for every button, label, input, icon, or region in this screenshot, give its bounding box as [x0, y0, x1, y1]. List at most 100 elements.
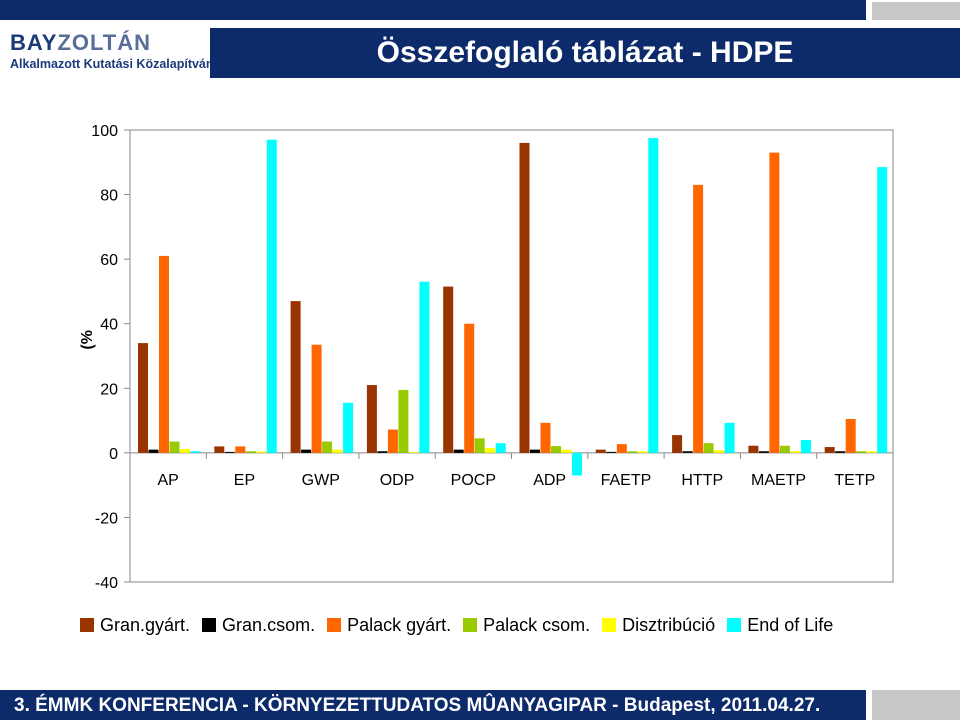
- bar-tetp-2: [835, 451, 846, 453]
- bar-http-6: [724, 422, 735, 453]
- bar-adp-1: [519, 142, 530, 453]
- bar-http-2: [682, 451, 693, 453]
- footer-bar: 3. ÉMMK KONFERENCIA - KÖRNYEZETTUDATOS M…: [0, 690, 866, 720]
- legend-label: Gran.csom.: [222, 614, 316, 635]
- chart-bars: [138, 138, 888, 476]
- legend-swatch: [463, 618, 478, 632]
- bar-ap-1: [138, 343, 148, 453]
- legend-swatch: [80, 618, 94, 632]
- legend-item: End of Life: [727, 615, 833, 636]
- bar-gwp-1: [290, 301, 301, 453]
- bar-ep-4: [245, 451, 256, 453]
- legend-item: Gran.csom.: [202, 615, 315, 636]
- bar-pocp-6: [495, 443, 506, 453]
- bar-pocp-2: [453, 449, 464, 453]
- bar-gwp-6: [343, 402, 354, 453]
- bar-pocp-5: [485, 448, 496, 453]
- footer-text: 3. ÉMMK KONFERENCIA - KÖRNYEZETTUDATOS M…: [14, 695, 821, 716]
- chart-labels: 100 80 60 40 20 0 -20 -40 (% AP EP GWP ODP POCP ADP FAE…: [79, 123, 875, 592]
- bar-pocp-1: [443, 286, 454, 453]
- y-tick-label: -20: [95, 510, 118, 527]
- x-tick-label: ADP: [533, 472, 566, 489]
- logo-brand: BAYZOLTÁN: [10, 30, 152, 55]
- legend-label: Gran.gyárt.: [100, 614, 191, 635]
- bar-gwp-4: [322, 441, 333, 453]
- bar-adp-2: [530, 449, 540, 453]
- y-tick-label: 20: [100, 381, 118, 398]
- legend-swatch: [727, 618, 742, 632]
- bar-gwp-2: [301, 449, 312, 453]
- bar-http-1: [672, 435, 683, 453]
- bar-maetp-3: [769, 152, 780, 453]
- y-tick-label: 40: [100, 317, 118, 334]
- y-tick-label: 80: [100, 188, 118, 205]
- bar-odp-6: [419, 281, 430, 453]
- bar-odp-2: [377, 451, 388, 453]
- bar-pocp-4: [474, 438, 485, 453]
- x-tick-label: POCP: [451, 472, 496, 489]
- x-tick-label: ODP: [380, 472, 415, 489]
- bar-maetp-6: [800, 439, 811, 453]
- legend-item: Disztribúció: [602, 615, 715, 636]
- bar-ep-1: [214, 446, 225, 453]
- bar-faetp-2: [606, 451, 617, 453]
- bar-gwp-3: [311, 344, 322, 453]
- bar-odp-5: [408, 451, 419, 453]
- x-tick-label: TETP: [834, 472, 875, 489]
- bar-ep-6: [266, 139, 277, 453]
- chart-legend: Gran.gyárt. Gran.csom. Palack gyárt. Palack…: [80, 614, 833, 636]
- bar-pocp-3: [464, 323, 475, 453]
- x-tick-label: EP: [234, 472, 255, 489]
- y-axis-label: (%: [79, 330, 96, 350]
- bar-ep-5: [256, 451, 267, 453]
- bar-maetp-2: [758, 451, 769, 453]
- legend-swatch: [602, 618, 617, 632]
- y-tick-label: -40: [95, 575, 118, 592]
- x-tick-label: FAETP: [601, 472, 652, 489]
- bar-adp-5: [561, 449, 572, 453]
- bar-ep-3: [235, 446, 246, 453]
- x-tick-label: MAETP: [751, 472, 806, 489]
- bar-adp-6: [572, 452, 582, 476]
- legend-swatch: [202, 618, 217, 632]
- bar-chart: 100 80 60 40 20 0 -20 -40 (% AP EP GWP ODP POCP ADP FAE…: [79, 123, 894, 592]
- bar-tetp-3: [845, 418, 856, 453]
- legend-item: Gran.gyárt.: [80, 615, 190, 636]
- y-tick-label: 60: [100, 252, 118, 269]
- bar-odp-3: [387, 429, 398, 453]
- bar-ap-5: [180, 448, 190, 453]
- footer-gray-block: [872, 690, 960, 720]
- bar-ap-6: [190, 451, 201, 453]
- bar-faetp-6: [648, 138, 659, 453]
- bar-http-5: [714, 450, 725, 453]
- bar-odp-1: [366, 385, 377, 453]
- bar-faetp-3: [616, 444, 627, 453]
- y-tick-label: 100: [91, 123, 118, 140]
- bar-tetp-5: [866, 451, 877, 453]
- bar-odp-4: [398, 389, 409, 453]
- bar-ep-2: [224, 451, 235, 453]
- bar-adp-3: [540, 422, 551, 453]
- bar-tetp-4: [856, 451, 867, 453]
- page-title: Összefoglaló táblázat - HDPE: [376, 36, 794, 69]
- legend-label: Palack gyárt.: [347, 614, 452, 635]
- legend-label: Palack csom.: [483, 614, 591, 635]
- bar-ap-3: [159, 255, 169, 453]
- bar-http-3: [693, 184, 704, 453]
- x-tick-label: AP: [157, 472, 178, 489]
- x-tick-label: HTTP: [681, 472, 723, 489]
- top-stripe: [0, 0, 866, 20]
- bar-maetp-5: [790, 451, 801, 453]
- legend-item: Palack csom.: [463, 615, 590, 636]
- bar-faetp-4: [627, 451, 638, 453]
- bar-tetp-1: [824, 447, 835, 453]
- bar-maetp-1: [748, 445, 759, 453]
- legend-swatch: [327, 618, 342, 632]
- bar-faetp-5: [637, 451, 648, 453]
- legend-label: Disztribúció: [622, 614, 716, 635]
- y-tick-label: 0: [109, 446, 118, 463]
- bar-maetp-4: [779, 445, 790, 453]
- logo-subtitle: Alkalmazott Kutatási Közalapítvány: [10, 57, 221, 71]
- bar-gwp-5: [332, 449, 343, 453]
- bar-ap-2: [148, 449, 159, 453]
